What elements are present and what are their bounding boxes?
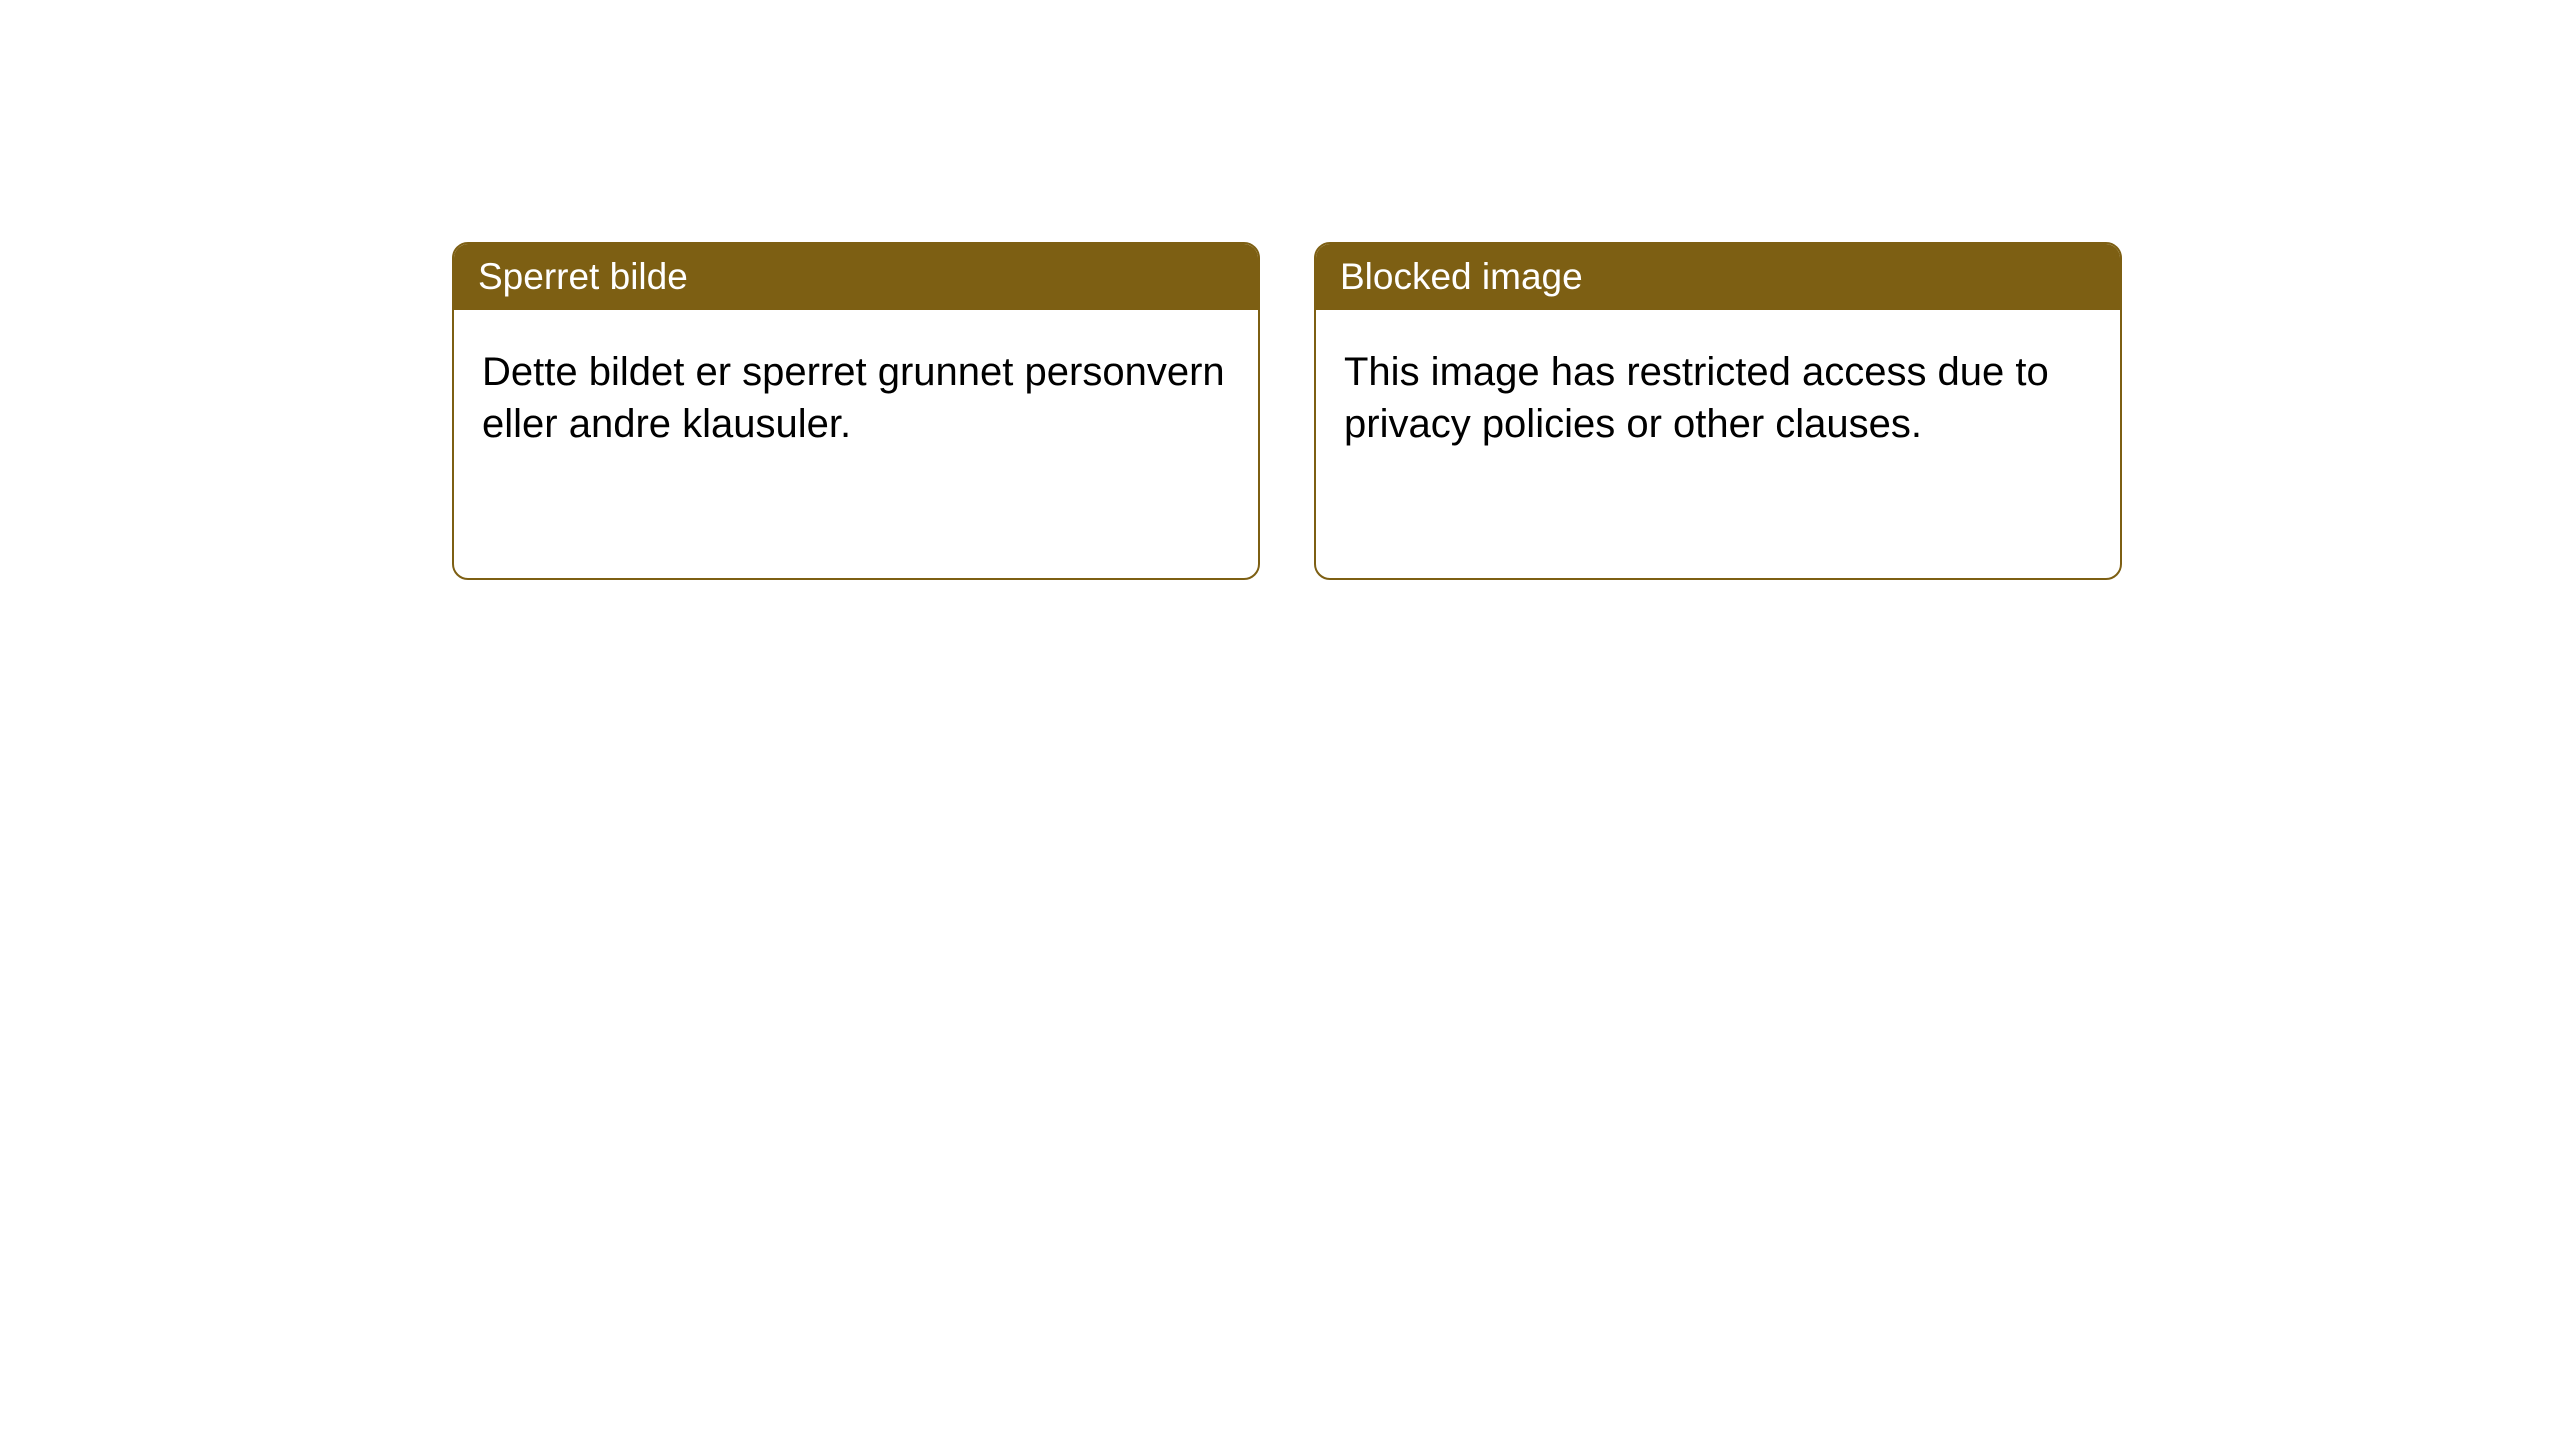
card-title-no: Sperret bilde: [478, 256, 688, 297]
card-body-en: This image has restricted access due to …: [1316, 310, 2120, 486]
blocked-image-card-en: Blocked image This image has restricted …: [1314, 242, 2122, 580]
card-header-no: Sperret bilde: [454, 244, 1258, 310]
card-message-no: Dette bildet er sperret grunnet personve…: [482, 350, 1225, 446]
card-header-en: Blocked image: [1316, 244, 2120, 310]
blocked-image-notices: Sperret bilde Dette bildet er sperret gr…: [452, 242, 2122, 580]
card-body-no: Dette bildet er sperret grunnet personve…: [454, 310, 1258, 486]
blocked-image-card-no: Sperret bilde Dette bildet er sperret gr…: [452, 242, 1260, 580]
card-title-en: Blocked image: [1340, 256, 1583, 297]
card-message-en: This image has restricted access due to …: [1344, 350, 2049, 446]
